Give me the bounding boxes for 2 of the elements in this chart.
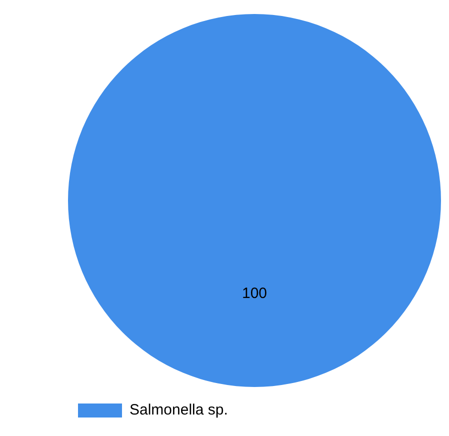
data-label: 100 <box>242 284 268 302</box>
legend-label: Salmonella sp. <box>130 402 228 419</box>
